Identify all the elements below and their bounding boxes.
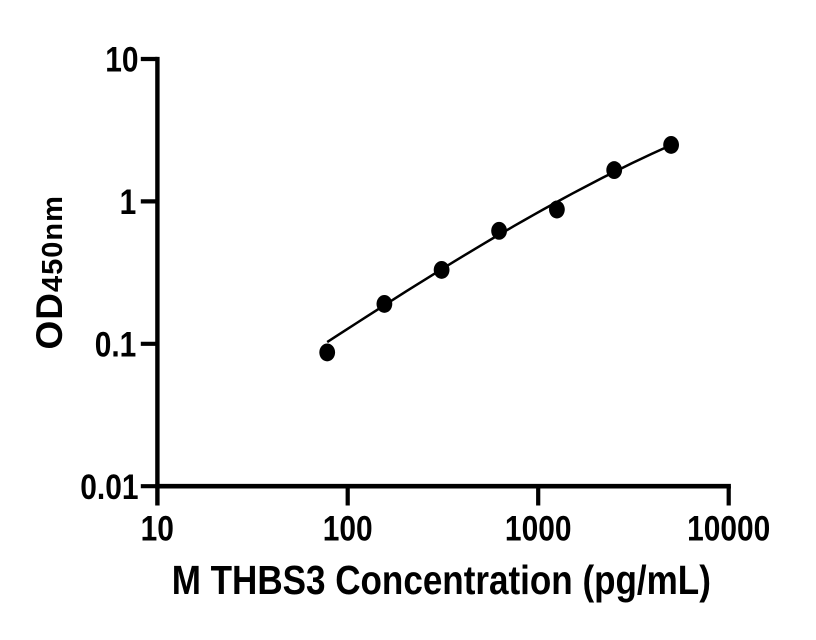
svg-text:10: 10: [105, 40, 138, 79]
svg-text:0.01: 0.01: [80, 468, 138, 507]
svg-text:100: 100: [323, 509, 373, 548]
svg-text:1000: 1000: [505, 509, 572, 548]
svg-text:10: 10: [141, 509, 174, 548]
svg-text:0.1: 0.1: [95, 325, 137, 364]
svg-text:1: 1: [120, 183, 137, 222]
svg-text:M THBS3 Concentration (pg/mL): M THBS3 Concentration (pg/mL): [172, 558, 711, 604]
svg-text:10000: 10000: [687, 509, 770, 548]
